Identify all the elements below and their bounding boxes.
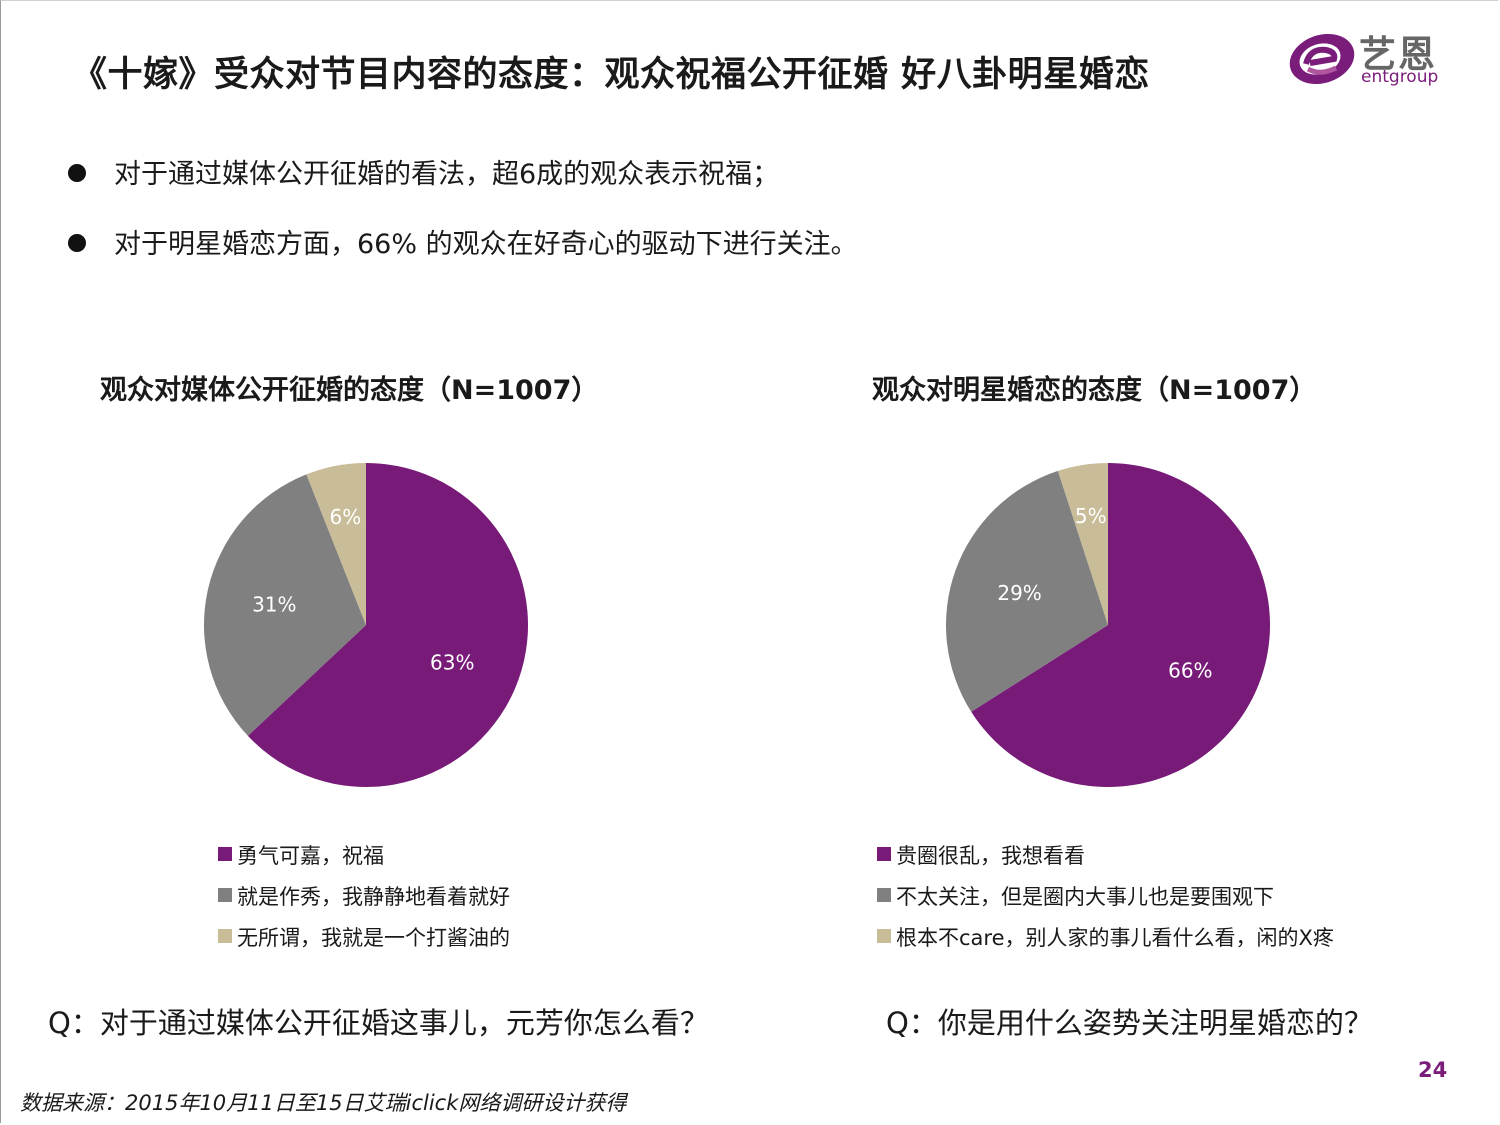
legend-swatch: [877, 847, 891, 861]
question-media-matchmaking: Q：对于通过媒体公开征婚这事儿，元芳你怎么看？: [48, 1006, 709, 1040]
legend-item: 贵圈很乱，我想看看: [877, 840, 1334, 881]
chart-title-media-matchmaking: 观众对媒体公开征婚的态度（N=1007）: [100, 375, 599, 406]
legend-label: 就是作秀，我静静地看着就好: [237, 885, 510, 909]
question-celebrity-romance: Q：你是用什么姿势关注明星婚恋的？: [886, 1006, 1373, 1040]
data-source: 数据来源：2015年10月11日至15日艾瑞iclick网络调研设计获得: [20, 1091, 627, 1115]
pie-slice: [247, 463, 528, 787]
legend-item: 无所谓，我就是一个打酱油的: [218, 922, 510, 963]
bullet-text: 对于明星婚恋方面，66% 的观众在好奇心的驱动下进行关注。: [114, 229, 858, 260]
pie-slice: [306, 463, 366, 625]
legend-label: 无所谓，我就是一个打酱油的: [237, 926, 510, 950]
legend-swatch: [218, 847, 232, 861]
legend-item: 就是作秀，我静静地看着就好: [218, 881, 510, 922]
pie-data-label: 31%: [252, 593, 296, 617]
legend-celebrity-romance: 贵圈很乱，我想看看 不太关注，但是圈内大事儿也是要围观下 根本不care，别人家…: [877, 840, 1334, 963]
legend-label: 贵圈很乱，我想看看: [896, 844, 1085, 868]
bullet-text: 对于通过媒体公开征婚的看法，超6成的观众表示祝福；: [114, 159, 780, 190]
logo-name: 艺恩: [1359, 33, 1437, 76]
legend-label: 勇气可嘉，祝福: [237, 844, 384, 868]
pie-slice: [1057, 463, 1108, 625]
entgroup-logo: 艺恩 entgroup: [1286, 26, 1456, 90]
bullet-dot-icon: [68, 164, 86, 182]
bullet-dot-icon: [68, 234, 86, 252]
legend-item: 不太关注，但是圈内大事儿也是要围观下: [877, 881, 1334, 922]
chart-title-celebrity-romance: 观众对明星婚恋的态度（N=1007）: [872, 375, 1317, 406]
legend-swatch: [877, 888, 891, 902]
legend-swatch: [218, 929, 232, 943]
pie-data-label: 6%: [329, 505, 361, 529]
legend-label: 根本不care，别人家的事儿看什么看，闲的X疼: [896, 926, 1334, 950]
pie-chart-media-matchmaking: 63% 31% 6%: [203, 463, 528, 787]
pie-data-label: 5%: [1075, 504, 1107, 528]
pie-slice: [971, 463, 1270, 787]
legend-media-matchmaking: 勇气可嘉，祝福 就是作秀，我静静地看着就好 无所谓，我就是一个打酱油的: [218, 840, 510, 963]
legend-label: 不太关注，但是圈内大事儿也是要围观下: [896, 885, 1274, 909]
page-number: 24: [1418, 1058, 1448, 1082]
pie-chart-celebrity-romance: 66% 29% 5%: [946, 463, 1270, 787]
legend-swatch: [218, 888, 232, 902]
legend-item: 根本不care，别人家的事儿看什么看，闲的X疼: [877, 922, 1334, 963]
pie-data-label: 66%: [1168, 658, 1212, 682]
page-title: 《十嫁》受众对节目内容的态度：观众祝福公开征婚 好八卦明星婚恋: [72, 55, 1150, 95]
logo-subtitle: entgroup: [1361, 67, 1439, 87]
pie-data-label: 63%: [430, 650, 474, 674]
pie-slice: [203, 474, 366, 736]
legend-swatch: [877, 929, 891, 943]
legend-item: 勇气可嘉，祝福: [218, 840, 510, 881]
entgroup-logo-icon: [1289, 34, 1355, 84]
pie-slice: [946, 470, 1108, 712]
pie-data-label: 29%: [997, 581, 1041, 605]
